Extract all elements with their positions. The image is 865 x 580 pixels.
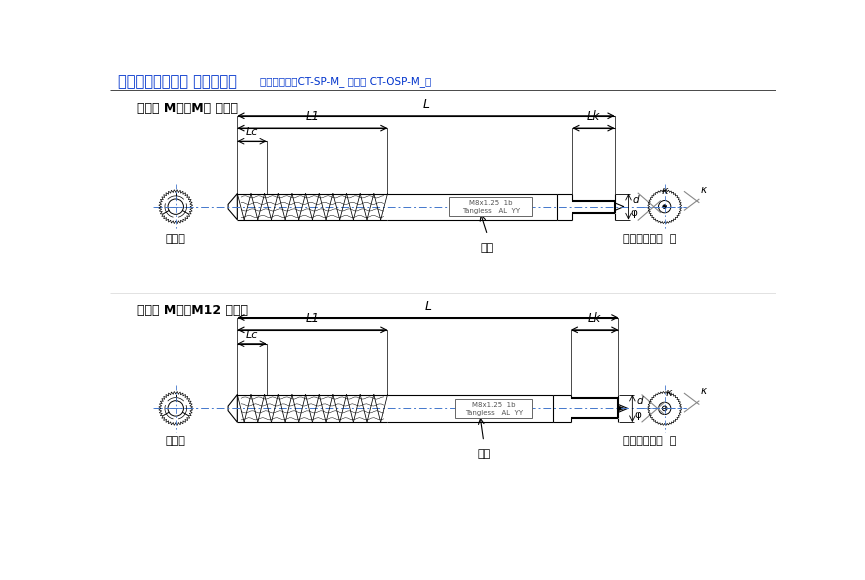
Text: サイズ M６～M12 の形状: サイズ M６～M12 の形状 bbox=[138, 304, 248, 317]
Text: スパイラルタップ 共通仕様図: スパイラルタップ 共通仕様図 bbox=[118, 74, 237, 89]
Text: Lk: Lk bbox=[586, 111, 600, 124]
Text: φ: φ bbox=[634, 410, 641, 420]
Text: Lc: Lc bbox=[246, 128, 258, 137]
Text: Tangless   AL  YY: Tangless AL YY bbox=[462, 208, 520, 214]
Text: Lc: Lc bbox=[246, 330, 258, 340]
Text: κ: κ bbox=[701, 386, 707, 397]
Text: κ: κ bbox=[701, 184, 707, 195]
Text: Tangless   AL  YY: Tangless AL YY bbox=[465, 410, 522, 416]
Text: M8x1.25  1b: M8x1.25 1b bbox=[472, 401, 516, 408]
Text: d: d bbox=[632, 195, 639, 205]
Text: 刷印: 刷印 bbox=[481, 243, 494, 253]
Text: L1: L1 bbox=[305, 312, 319, 325]
Text: Lk: Lk bbox=[588, 312, 601, 325]
Text: センター形状  凸: センター形状 凸 bbox=[623, 234, 676, 244]
Text: サイズ M２～M５ の形状: サイズ M２～M５ の形状 bbox=[138, 102, 238, 115]
Text: センター形状  凹: センター形状 凹 bbox=[623, 436, 676, 446]
Text: d: d bbox=[636, 397, 643, 407]
Text: 刷印: 刷印 bbox=[477, 449, 490, 459]
Text: ３枚刃: ３枚刃 bbox=[166, 234, 186, 244]
Text: L: L bbox=[425, 300, 432, 313]
Text: φ: φ bbox=[630, 208, 637, 218]
Text: κ: κ bbox=[665, 388, 672, 398]
Text: ３枚刃: ３枚刃 bbox=[166, 436, 186, 446]
Bar bbox=[449, 198, 532, 216]
Polygon shape bbox=[618, 406, 625, 411]
Text: L: L bbox=[422, 98, 430, 111]
Text: M8x1.25  1b: M8x1.25 1b bbox=[469, 200, 512, 206]
Text: （製品番号：CT-SP-M_ および CT-OSP-M_）: （製品番号：CT-SP-M_ および CT-OSP-M_） bbox=[260, 77, 432, 88]
Bar bbox=[455, 398, 532, 418]
Text: L1: L1 bbox=[305, 111, 319, 124]
Circle shape bbox=[663, 205, 667, 209]
Text: κ: κ bbox=[662, 186, 668, 196]
